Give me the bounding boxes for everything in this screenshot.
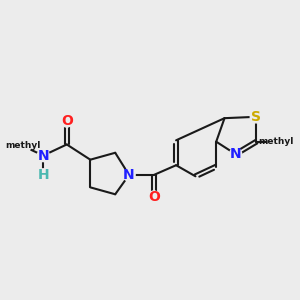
- Circle shape: [123, 169, 135, 181]
- Text: O: O: [148, 190, 160, 204]
- Text: methyl: methyl: [5, 141, 40, 150]
- Text: H: H: [38, 168, 49, 182]
- Circle shape: [37, 149, 49, 162]
- Text: N: N: [230, 147, 242, 161]
- Text: O: O: [61, 114, 73, 128]
- Circle shape: [267, 134, 284, 150]
- Circle shape: [250, 111, 262, 123]
- Text: N: N: [38, 148, 49, 163]
- Circle shape: [37, 169, 49, 181]
- Text: S: S: [251, 110, 261, 124]
- Circle shape: [61, 115, 73, 127]
- Text: methyl: methyl: [258, 137, 293, 146]
- Circle shape: [148, 191, 160, 203]
- Circle shape: [14, 137, 31, 154]
- Text: N: N: [123, 168, 135, 182]
- Circle shape: [230, 148, 242, 160]
